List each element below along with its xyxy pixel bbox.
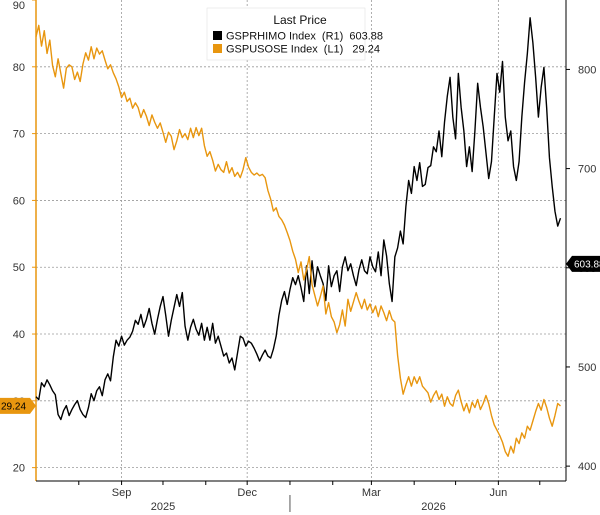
left-tick-label: 20	[13, 463, 25, 475]
legend-entry-name: GSPRHIMO Index	[226, 31, 316, 43]
right-tick-label: 500	[578, 362, 596, 374]
right-tick-label: 700	[578, 164, 596, 176]
left-tick-label: 70	[13, 129, 25, 141]
left-tick-label: 80	[13, 62, 25, 74]
legend-entry-axis-tag: (R1)	[322, 31, 343, 43]
x-tick-label: Sep	[112, 487, 132, 499]
series-line-gspusose	[35, 24, 561, 457]
legend-entry-value: 29.24	[352, 44, 380, 56]
left-tick-label: 60	[13, 195, 25, 207]
x-year-label: 2026	[421, 501, 445, 513]
x-tick-label: Dec	[237, 487, 257, 499]
series-line-gsprhimo	[35, 17, 562, 421]
legend-swatch-gsprhimo	[213, 31, 222, 40]
right-last-value-text: 603.88	[574, 259, 600, 270]
left-tick-label: 90	[13, 0, 25, 12]
left-last-value-text: 29.24	[1, 401, 26, 412]
left-tick-label: 50	[13, 262, 25, 274]
axes-layer: 2030405060708090400500600700800SepDecMar…	[13, 0, 596, 513]
series-layer	[35, 17, 562, 457]
grid-layer	[36, 0, 566, 481]
legend-swatch-gspusose	[213, 44, 222, 53]
legend-entry-name: GSPUSOSE Index	[226, 44, 318, 56]
legend-entry-gsprhimo: GSPRHIMO Index (R1) 603.88	[226, 31, 383, 43]
last-value-tags: 29.24 603.88	[0, 255, 600, 414]
left-last-value-tag	[0, 397, 36, 414]
right-tick-label: 400	[578, 461, 596, 473]
x-tick-label: Jun	[489, 487, 507, 499]
x-year-label: 2025	[151, 501, 175, 513]
legend: Last Price GSPRHIMO Index (R1) 603.88 GS…	[206, 7, 383, 61]
legend-box	[206, 7, 366, 61]
left-tick-label: 40	[13, 329, 25, 341]
legend-entry-value: 603.88	[349, 31, 383, 43]
legend-entry-gspusose: GSPUSOSE Index (L1) 29.24	[226, 44, 380, 56]
legend-title: Last Price	[273, 13, 327, 27]
right-last-value-tag	[566, 255, 600, 272]
right-tick-label: 800	[578, 64, 596, 76]
legend-entry-axis-tag: (L1)	[324, 44, 344, 56]
x-tick-label: Mar	[362, 487, 381, 499]
